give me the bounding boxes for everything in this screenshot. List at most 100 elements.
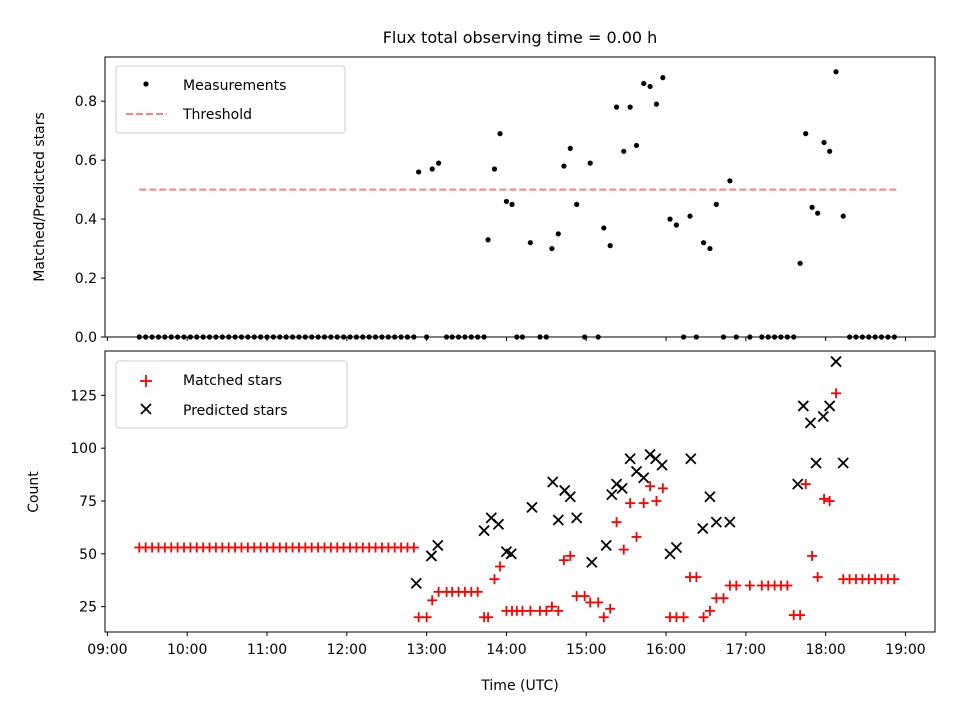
measurement-point [660, 75, 666, 81]
bottom-x-tick-label: 10:00 [167, 642, 207, 658]
matched-stars-point [618, 544, 629, 555]
measurement-point [435, 160, 442, 166]
predicted-stars-point [526, 501, 538, 513]
matched-stars-point [744, 580, 755, 591]
matched-stars-point [678, 612, 689, 623]
bottom-x-tick-label: 09:00 [87, 642, 127, 658]
bottom-legend-box [115, 360, 348, 429]
predicted-stars-point [638, 472, 650, 484]
matched-stars-point [645, 481, 656, 492]
predicted-stars-point [824, 400, 836, 412]
bottom-y-tick-label: 50 [79, 547, 97, 563]
matched-stars-point [558, 555, 569, 566]
predicted-stars-point [830, 355, 842, 368]
measurement-point [607, 243, 613, 249]
matched-stars-point [579, 591, 590, 602]
predicted-stars-point [410, 577, 422, 590]
bottom-x-tick-label: 11:00 [247, 642, 287, 658]
top-y-axis-label: Matched/Predicted stars [32, 112, 48, 282]
matched-stars-point [421, 612, 432, 623]
legend-threshold-label: Threshold [182, 107, 252, 123]
matched-stars-point [565, 550, 576, 561]
matched-stars-point [495, 561, 506, 572]
bottom-x-tick-label: 18:00 [805, 642, 845, 658]
bottom-y-tick-label: 75 [79, 494, 97, 510]
bottom-x-tick-label: 19:00 [885, 642, 925, 658]
bottom-x-tick-label: 16:00 [646, 642, 686, 658]
measurement-point [621, 148, 627, 154]
predicted-stars-point [571, 512, 583, 524]
predicted-stars-point [610, 478, 623, 490]
measurement-point [827, 148, 833, 154]
matched-stars-point [718, 593, 729, 604]
measurement-point [821, 139, 827, 146]
predicted-stars-point [837, 457, 849, 469]
predicted-stars-point [505, 548, 517, 560]
measurement-point [673, 222, 680, 228]
matched-stars-point [800, 479, 811, 490]
top-x-axis [106, 337, 906, 341]
measurement-point [587, 160, 593, 166]
bottom-x-tick-label: 17:00 [726, 642, 766, 658]
measurement-point [429, 166, 435, 172]
matched-stars-point [638, 498, 649, 509]
bottom-x-tick-label: 13:00 [406, 642, 446, 658]
predicted-stars-point [586, 556, 598, 568]
matched-stars-point [631, 531, 642, 542]
matched-stars-point [819, 493, 830, 504]
bottom-plot-area [134, 355, 900, 623]
legend-predicted-label: Predicted stars [183, 403, 288, 419]
matched-stars-point [472, 586, 483, 597]
predicted-stars-point [797, 400, 809, 412]
measurement-point [687, 213, 693, 219]
predicted-stars-point [425, 550, 438, 562]
legend-measurements-label: Measurements [183, 78, 286, 94]
matched-stars-point [657, 483, 668, 494]
matched-stars-point [704, 605, 715, 616]
matched-stars-point [598, 612, 609, 623]
predicted-stars-point [810, 457, 822, 469]
matched-stars-point [651, 496, 662, 507]
measurement-point [667, 216, 673, 222]
bottom-y-axis-label: Count [26, 471, 42, 513]
measurement-point [633, 142, 640, 149]
measurement-point [840, 213, 846, 219]
bottom-x-tick-label: 15:00 [566, 642, 606, 658]
predicted-stars-point [685, 453, 697, 465]
measurement-point [574, 201, 580, 207]
measurement-point [601, 225, 607, 231]
matched-stars-point [483, 612, 494, 623]
bottom-x-tick-label: 12:00 [327, 642, 367, 658]
measurement-point [497, 131, 503, 137]
matched-stars-point [698, 612, 709, 623]
top-y-tick-label: 0.2 [75, 271, 97, 287]
predicted-stars-point [644, 448, 656, 461]
matched-stars-point [889, 574, 900, 585]
predicted-stars-point [478, 524, 490, 537]
legend-matched-marker [140, 375, 152, 387]
predicted-stars-point [704, 491, 716, 503]
legend-measurements-marker [143, 81, 149, 87]
matched-stars-point [427, 595, 438, 606]
measurement-point [416, 169, 422, 175]
top-title: Flux total observing time = 0.00 h [383, 28, 658, 47]
measurement-point [491, 166, 498, 172]
predicted-stars-point [624, 453, 636, 465]
bottom-axes-frame [104, 350, 936, 633]
predicted-stars-point [552, 514, 564, 526]
predicted-stars-point [432, 539, 444, 552]
matched-stars-point [731, 580, 742, 591]
predicted-stars-point [547, 476, 559, 488]
top-legend: Measurements Threshold [115, 65, 346, 134]
matched-stars-point [625, 498, 636, 509]
matched-stars-point [546, 601, 557, 612]
matched-stars-point [831, 388, 842, 399]
matched-stars-point [795, 610, 806, 621]
measurement-point [509, 201, 515, 207]
top-y-axis: 0.0 0.2 0.4 0.6 0.8 [75, 94, 105, 346]
measurement-point [567, 145, 573, 151]
top-legend-box [115, 65, 346, 134]
matched-stars-point [525, 605, 536, 616]
measurement-point [627, 104, 633, 110]
